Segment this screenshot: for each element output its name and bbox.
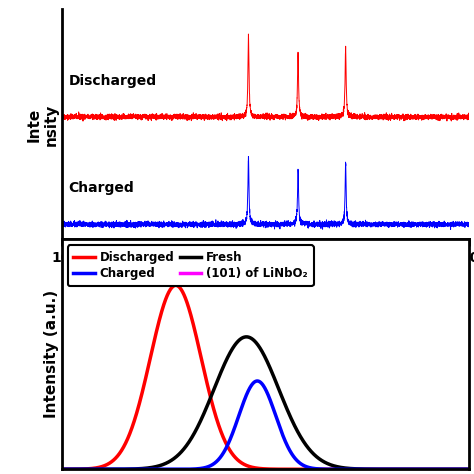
Text: Discharged: Discharged [68,73,156,88]
Y-axis label: Intensity (a.u.): Intensity (a.u.) [44,290,59,419]
Legend: Discharged, Charged, Fresh, (101) of LiNbO₂: Discharged, Charged, Fresh, (101) of LiN… [67,245,313,286]
Text: Charged: Charged [68,181,134,195]
X-axis label: 2θ (°): 2θ (°) [237,271,294,289]
Y-axis label: Inte
nsity: Inte nsity [27,103,59,146]
